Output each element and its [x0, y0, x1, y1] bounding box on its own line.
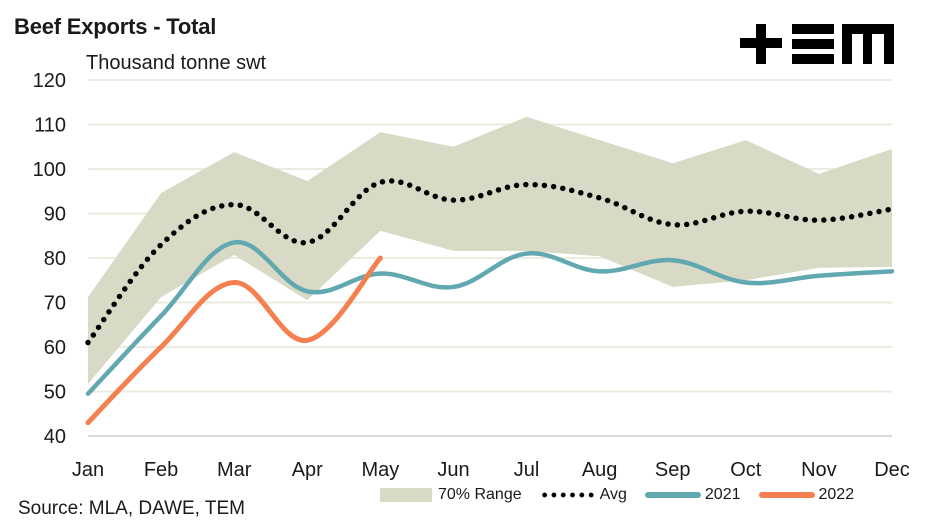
y-tick-label: 110: [34, 115, 66, 137]
range-band: [88, 116, 892, 384]
logo-e-mid: [792, 39, 834, 49]
legend-item-avg: Avg: [539, 486, 627, 504]
y-tick-label: 80: [44, 248, 66, 270]
logo-e-bottom: [792, 54, 834, 64]
x-tick-label: Sep: [655, 459, 691, 481]
x-tick-label: Nov: [801, 459, 837, 481]
legend-item-2021: 2021: [644, 486, 741, 504]
legend-label-range: 70% Range: [438, 486, 522, 503]
y-tick-label: 70: [44, 293, 66, 315]
x-tick-label: Aug: [582, 459, 618, 481]
y-tick-label: 40: [44, 426, 66, 448]
x-tick-label: Jan: [72, 459, 104, 481]
legend-label-2022: 2022: [818, 486, 855, 503]
y-tick-label: 90: [44, 204, 66, 226]
source-note: Source: MLA, DAWE, TEM: [18, 498, 245, 519]
x-tick-label: Dec: [874, 459, 910, 481]
y-tick-label: 50: [44, 382, 66, 404]
logo-m-mid: [863, 24, 872, 64]
legend-item-2022: 2022: [758, 486, 855, 504]
logo-m-right: [884, 24, 894, 64]
legend-label-avg: Avg: [599, 486, 627, 503]
x-tick-label: Mar: [217, 459, 252, 481]
chart-title: Beef Exports - Total: [14, 14, 217, 39]
x-tick-label: Apr: [292, 459, 323, 481]
y-axis-unit-label: Thousand tonne swt: [86, 52, 267, 74]
legend-swatch-range: [380, 488, 432, 502]
tem-logo: [740, 24, 894, 64]
legend-swatch-2022: [758, 492, 815, 498]
x-tick-label: Oct: [730, 459, 762, 481]
series-line-2021: [85, 240, 895, 396]
logo-e-top: [792, 24, 834, 34]
legend-swatch-2021: [644, 492, 701, 498]
chart-legend: 70% Range Avg 2021 2022: [380, 484, 872, 506]
y-tick-label: 120: [33, 70, 66, 92]
y-tick-label: 60: [44, 337, 66, 359]
x-tick-label: May: [361, 459, 399, 481]
legend-item-range: 70% Range: [380, 486, 522, 504]
logo-m-left: [842, 24, 852, 64]
x-tick-label: Jun: [437, 459, 469, 481]
x-tick-label: Jul: [514, 459, 540, 481]
legend-swatch-avg: [539, 492, 596, 498]
logo-plus-vertical: [756, 24, 766, 64]
legend-label-2021: 2021: [704, 486, 741, 503]
x-tick-label: Feb: [144, 459, 178, 481]
y-tick-label: 100: [33, 159, 66, 181]
series-line-2022: [85, 255, 383, 426]
